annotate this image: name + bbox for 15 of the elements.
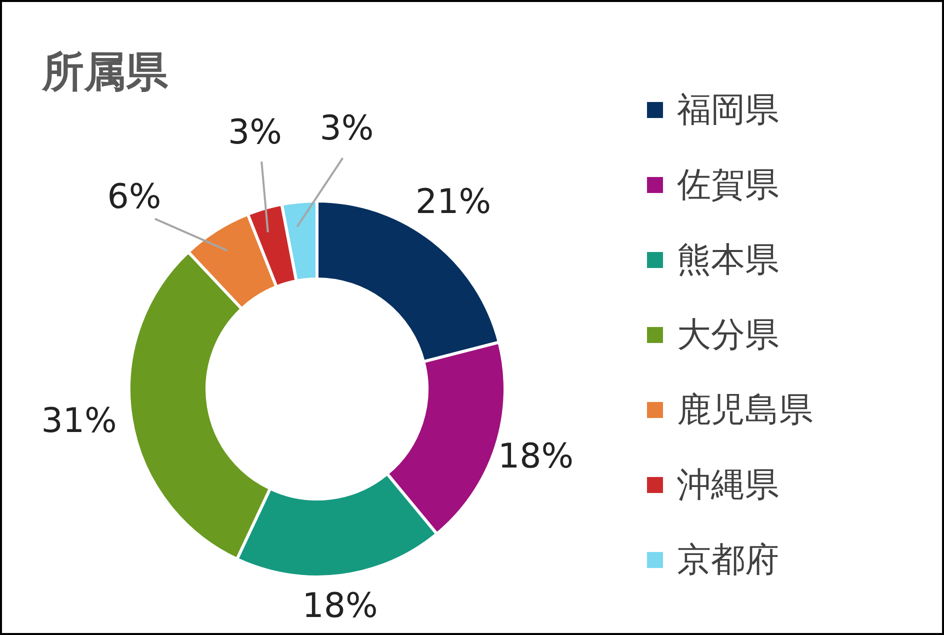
- legend-label: 大分県: [677, 314, 779, 356]
- data-label: 3%: [320, 108, 374, 148]
- data-label: 3%: [228, 112, 282, 152]
- data-label: 18%: [302, 586, 378, 626]
- data-label: 31%: [41, 400, 117, 441]
- data-label: 18%: [498, 436, 574, 477]
- legend-label: 京都府: [677, 538, 779, 582]
- legend-label: 熊本県: [677, 238, 779, 282]
- legend-label: 鹿児島県: [677, 388, 813, 432]
- data-label: 21%: [416, 182, 492, 222]
- legend-label: 福岡県: [677, 88, 779, 132]
- chart-title: 所属県: [42, 46, 168, 98]
- legend-label: 佐賀県: [677, 164, 779, 206]
- legend-label: 沖縄県: [677, 464, 779, 506]
- data-label: 6%: [107, 177, 162, 218]
